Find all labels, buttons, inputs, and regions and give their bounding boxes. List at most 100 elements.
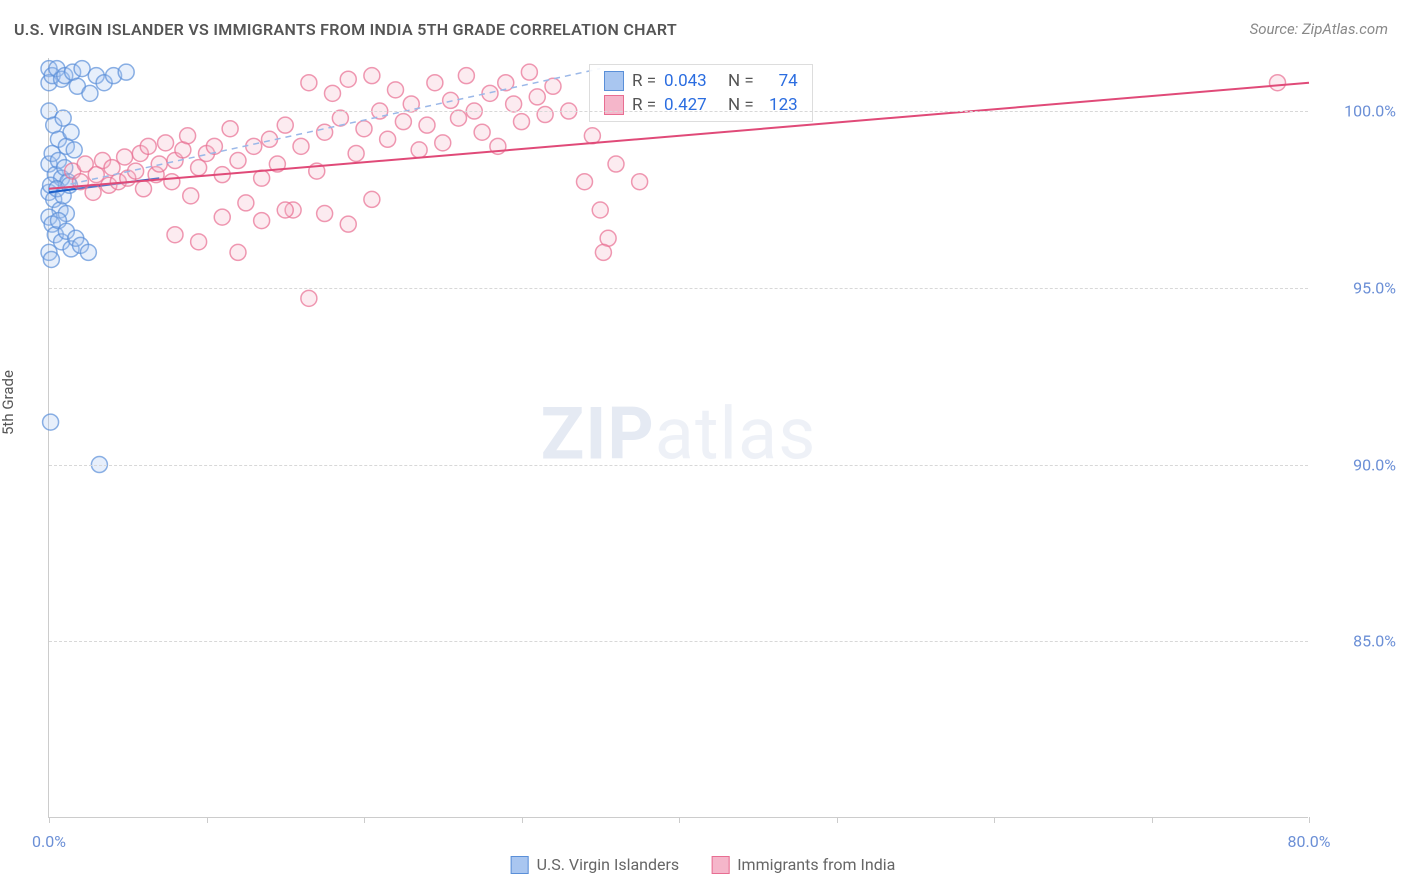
grid-line — [49, 465, 1308, 466]
scatter-point — [180, 128, 196, 144]
scatter-point — [85, 184, 101, 200]
stat-r-label: R = — [632, 71, 656, 91]
scatter-point — [301, 75, 317, 91]
correlation-stat-box: R =0.043N =74R =0.427N =123 — [589, 64, 813, 122]
scatter-point — [325, 85, 341, 101]
scatter-point — [451, 110, 467, 126]
scatter-point — [537, 107, 553, 123]
scatter-point — [238, 195, 254, 211]
x-tick — [207, 817, 208, 823]
plot-area: ZIPatlas R =0.043N =74R =0.427N =123 85.… — [48, 58, 1308, 818]
scatter-point — [301, 290, 317, 306]
scatter-point — [332, 110, 348, 126]
y-tick-label: 90.0% — [1316, 455, 1396, 474]
legend-swatch — [711, 856, 729, 874]
scatter-point — [388, 82, 404, 98]
grid-line — [49, 641, 1308, 642]
scatter-point — [191, 234, 207, 250]
scatter-point — [506, 96, 522, 112]
scatter-point — [214, 209, 230, 225]
stat-swatch — [604, 71, 624, 91]
scatter-point — [118, 64, 134, 80]
x-tick — [364, 817, 365, 823]
scatter-point — [608, 156, 624, 172]
scatter-point — [80, 244, 96, 260]
scatter-point — [419, 117, 435, 133]
y-tick-label: 95.0% — [1316, 278, 1396, 297]
scatter-point — [136, 181, 152, 197]
scatter-point — [584, 128, 600, 144]
legend-item: U.S. Virgin Islanders — [511, 855, 680, 874]
scatter-point — [222, 121, 238, 137]
scatter-point — [356, 121, 372, 137]
x-tick — [994, 817, 995, 823]
scatter-point — [277, 202, 293, 218]
scatter-point — [254, 213, 270, 229]
scatter-point — [380, 131, 396, 147]
scatter-point — [183, 188, 199, 204]
scatter-point — [254, 170, 270, 186]
scatter-point — [340, 216, 356, 232]
scatter-point — [43, 414, 59, 430]
x-tick-label: 80.0% — [1288, 832, 1331, 851]
x-tick — [679, 817, 680, 823]
scatter-point — [435, 135, 451, 151]
scatter-point — [411, 142, 427, 158]
scatter-point — [348, 145, 364, 161]
scatter-point — [246, 138, 262, 154]
x-tick — [49, 817, 50, 823]
legend-item: Immigrants from India — [711, 855, 895, 874]
legend-label: U.S. Virgin Islanders — [537, 855, 680, 874]
scatter-point — [1270, 75, 1286, 91]
scatter-point — [403, 96, 419, 112]
bottom-legend: U.S. Virgin Islanders Immigrants from Ind… — [511, 855, 896, 874]
scatter-point — [293, 138, 309, 154]
scatter-point — [317, 124, 333, 140]
scatter-point — [66, 142, 82, 158]
scatter-point — [427, 75, 443, 91]
scatter-point — [164, 174, 180, 190]
scatter-point — [63, 124, 79, 140]
source-attribution: Source: ZipAtlas.com — [1250, 20, 1388, 38]
scatter-point — [230, 153, 246, 169]
legend-swatch — [511, 856, 529, 874]
scatter-point — [514, 114, 530, 130]
scatter-point — [595, 244, 611, 260]
scatter-point — [140, 138, 156, 154]
chart-title: U.S. VIRGIN ISLANDER VS IMMIGRANTS FROM … — [14, 20, 677, 39]
scatter-point — [521, 64, 537, 80]
scatter-point — [529, 89, 545, 105]
scatter-point — [230, 244, 246, 260]
scatter-point — [364, 68, 380, 84]
stat-r-value: 0.043 — [664, 71, 720, 91]
grid-line — [49, 111, 1308, 112]
grid-line — [49, 288, 1308, 289]
scatter-point — [55, 110, 71, 126]
scatter-point — [395, 114, 411, 130]
scatter-point — [364, 191, 380, 207]
scatter-point — [592, 202, 608, 218]
stat-row: R = 0.043 N = 74 — [604, 71, 798, 91]
scatter-svg — [49, 58, 1308, 817]
scatter-point — [458, 68, 474, 84]
scatter-point — [632, 174, 648, 190]
y-axis-label: 5th Grade — [0, 370, 17, 435]
stat-n-label: N = — [728, 71, 754, 91]
scatter-point — [167, 227, 183, 243]
x-tick — [1309, 817, 1310, 823]
scatter-point — [82, 85, 98, 101]
scatter-point — [577, 174, 593, 190]
scatter-point — [191, 160, 207, 176]
scatter-point — [277, 117, 293, 133]
x-tick — [837, 817, 838, 823]
x-tick — [522, 817, 523, 823]
scatter-point — [443, 92, 459, 108]
scatter-point — [474, 124, 490, 140]
y-tick-label: 85.0% — [1316, 632, 1396, 651]
scatter-point — [317, 206, 333, 222]
x-tick — [1152, 817, 1153, 823]
legend-label: Immigrants from India — [737, 855, 895, 874]
scatter-point — [340, 71, 356, 87]
scatter-point — [117, 149, 133, 165]
stat-n-value: 74 — [762, 71, 798, 91]
